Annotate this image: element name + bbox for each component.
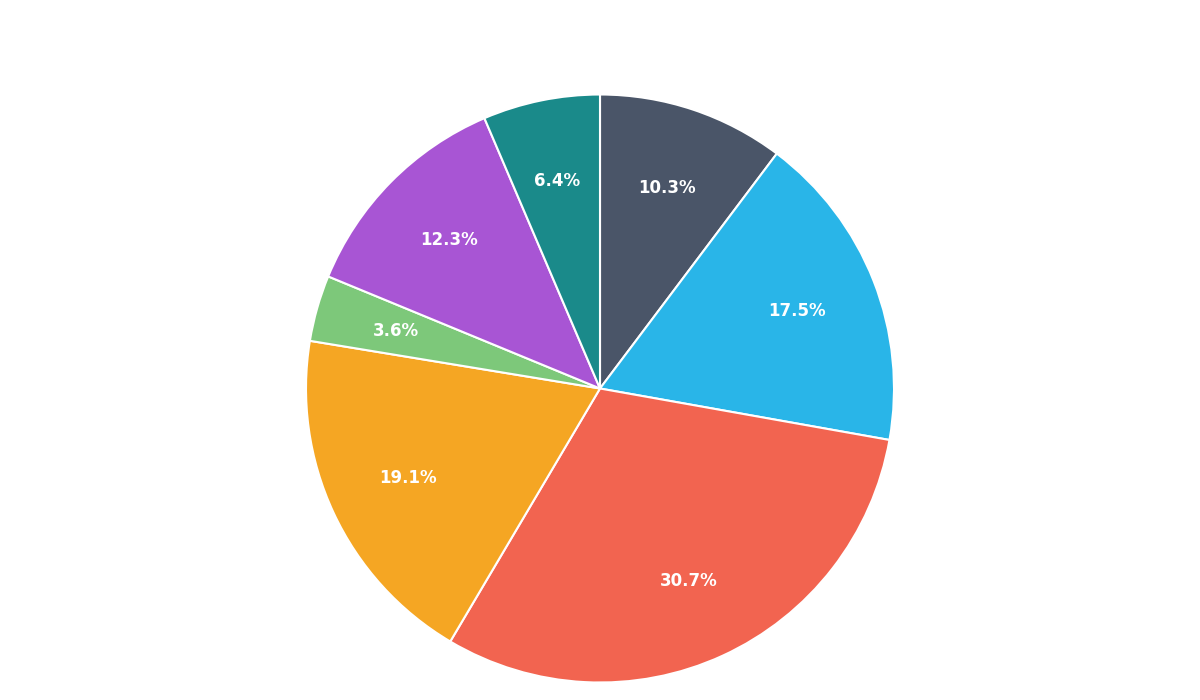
Text: 12.3%: 12.3% — [420, 231, 479, 248]
Wedge shape — [600, 94, 776, 388]
Text: 10.3%: 10.3% — [638, 178, 696, 197]
Wedge shape — [600, 153, 894, 440]
Text: 3.6%: 3.6% — [373, 321, 420, 340]
Wedge shape — [485, 94, 600, 388]
Text: 6.4%: 6.4% — [534, 172, 581, 190]
Wedge shape — [306, 341, 600, 641]
Text: 17.5%: 17.5% — [768, 302, 826, 320]
Text: 19.1%: 19.1% — [379, 469, 437, 487]
Wedge shape — [450, 389, 889, 682]
Text: 30.7%: 30.7% — [660, 572, 718, 590]
Wedge shape — [328, 118, 600, 388]
Wedge shape — [310, 276, 600, 388]
